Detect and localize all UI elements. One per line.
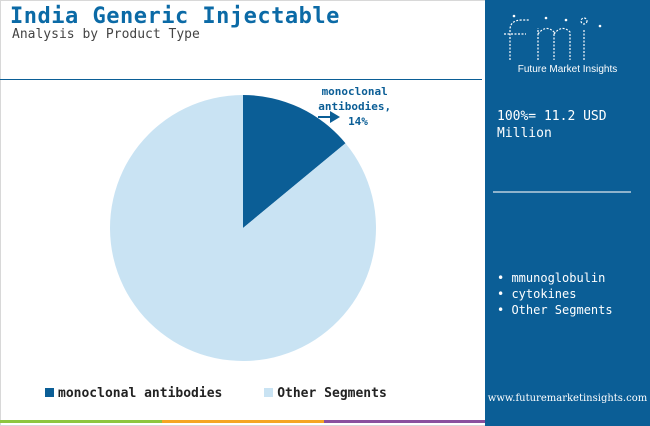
segment-list: • mmunoglobulin • cytokines • Other Segm… — [497, 270, 613, 318]
panel-divider — [493, 191, 631, 193]
slice-callout: monoclonal antibodies, 14% — [318, 85, 397, 128]
slice-label-line-1: monoclonal — [322, 85, 388, 98]
segment-item: • cytokines — [497, 287, 577, 301]
website-link[interactable]: www.futuremarketinsights.com — [487, 393, 648, 404]
segment-label: cytokines — [511, 287, 577, 301]
slice-label-line-2: antibodies, — [318, 100, 391, 113]
page-subtitle: Analysis by Product Type — [12, 27, 200, 42]
brand-tagline: Future Market Insights — [517, 64, 618, 75]
legend-item-monoclonal: monoclonal antibodies — [45, 386, 222, 401]
fmi-logo: fmi — [504, 14, 602, 60]
page-title: India Generic Injectable — [10, 4, 340, 29]
legend-label-monoclonal: monoclonal antibodies — [58, 386, 223, 401]
summary-panel: Future Market Insights 100%= 11.2 USD Mi… — [485, 0, 650, 426]
pie-chart: monoclonal antibodies, 14% — [110, 85, 397, 361]
slice-label-monoclonal: monoclonal antibodies, 14% — [318, 85, 397, 128]
pie-slice-other-segments — [110, 95, 376, 361]
slice-label-line-3: 14% — [348, 115, 368, 128]
legend-label-other: Other Segments — [277, 386, 387, 401]
segment-label: mmunoglobulin — [511, 271, 606, 285]
bar-orange — [162, 420, 324, 423]
pie-slice-monoclonal-antibodies — [243, 95, 346, 228]
pie-slices — [110, 95, 376, 361]
legend-swatch-other — [264, 388, 274, 397]
market-total: 100%= 11.2 USD Million — [497, 109, 607, 141]
bar-green — [0, 420, 162, 423]
segment-item: • mmunoglobulin — [497, 271, 606, 285]
header-divider — [0, 79, 482, 80]
chart-legend: monoclonal antibodies Other Segments — [45, 386, 421, 401]
segment-label: Other Segments — [511, 303, 613, 317]
bar-purple — [324, 420, 485, 423]
segment-item: • Other Segments — [497, 303, 613, 317]
callout-arrow-icon — [318, 111, 340, 123]
legend-swatch-monoclonal — [45, 388, 54, 397]
legend-item-other: Other Segments — [264, 386, 387, 401]
